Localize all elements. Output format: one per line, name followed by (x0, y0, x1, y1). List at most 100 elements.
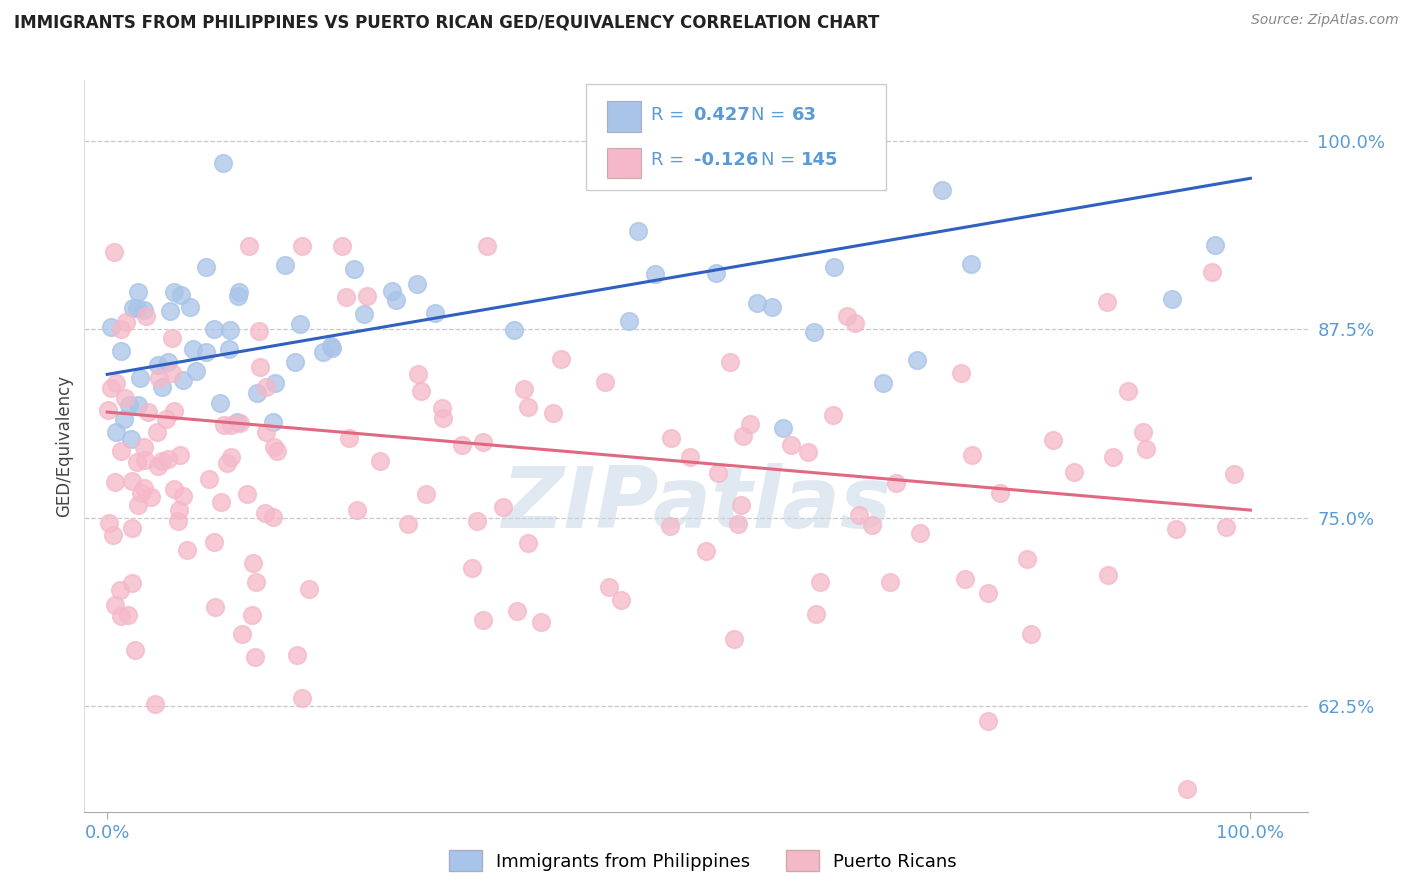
Point (337, 431, 360, 445)
Point (772, 421, 794, 435)
FancyBboxPatch shape (586, 84, 886, 190)
Point (179, 300, 201, 314)
Point (879, 575, 901, 590)
Point (176, 542, 198, 557)
Point (529, 615, 551, 629)
Point (245, 575, 267, 590)
Point (103, 528, 125, 542)
Point (198, 472, 221, 486)
Point (1132, 425, 1154, 439)
Point (541, 406, 564, 420)
Point (152, 380, 174, 394)
Point (977, 714, 1000, 729)
Point (160, 366, 183, 380)
Text: IMMIGRANTS FROM PHILIPPINES VS PUERTO RICAN GED/EQUIVALENCY CORRELATION CHART: IMMIGRANTS FROM PHILIPPINES VS PUERTO RI… (14, 13, 879, 31)
Point (104, 598, 127, 612)
Point (1164, 523, 1187, 537)
Point (129, 486, 152, 500)
Point (183, 342, 205, 356)
Point (211, 156, 233, 170)
Point (138, 405, 160, 419)
Point (617, 314, 640, 328)
Point (97, 403, 120, 417)
Point (335, 290, 357, 304)
Point (988, 486, 1011, 500)
Point (396, 517, 419, 532)
Text: 0.427: 0.427 (693, 106, 751, 124)
Point (727, 517, 749, 532)
Text: 145: 145 (801, 151, 838, 169)
Point (266, 443, 288, 458)
Point (194, 260, 217, 274)
Point (291, 691, 314, 706)
Point (212, 418, 235, 433)
Point (516, 401, 538, 415)
Point (905, 352, 928, 367)
Point (506, 604, 529, 618)
Point (718, 355, 741, 369)
Point (884, 476, 907, 491)
Point (1201, 265, 1223, 279)
Point (745, 295, 768, 310)
Text: ZIPatlas: ZIPatlas (501, 463, 891, 546)
Point (1223, 467, 1246, 481)
Point (1116, 384, 1139, 399)
Point (228, 288, 250, 302)
Point (1204, 237, 1226, 252)
Point (730, 498, 752, 512)
Point (127, 285, 149, 299)
Point (146, 358, 169, 372)
Point (235, 487, 257, 501)
Point (121, 521, 143, 535)
Point (262, 415, 284, 429)
Point (704, 266, 727, 280)
Point (150, 454, 173, 468)
Point (163, 404, 186, 418)
Text: N =: N = (761, 151, 801, 169)
Point (707, 466, 730, 480)
Point (121, 475, 143, 489)
Point (127, 301, 149, 315)
Point (492, 500, 515, 514)
Point (298, 582, 321, 596)
Point (1042, 433, 1064, 447)
Point (110, 443, 132, 458)
Point (723, 632, 745, 646)
Point (808, 575, 831, 590)
Point (368, 453, 391, 467)
Point (100, 320, 122, 334)
Point (738, 417, 761, 431)
FancyBboxPatch shape (606, 148, 641, 178)
Point (225, 415, 247, 429)
Point (163, 285, 186, 299)
Point (125, 455, 148, 469)
Point (931, 183, 953, 197)
Point (98, 516, 121, 530)
Point (761, 300, 783, 314)
Point (609, 593, 631, 607)
Point (406, 368, 429, 382)
Point (143, 697, 166, 711)
Point (330, 239, 353, 253)
Point (254, 506, 277, 520)
Point (321, 341, 343, 355)
Point (242, 556, 264, 570)
Point (103, 244, 125, 259)
Point (121, 301, 143, 315)
Point (804, 607, 827, 621)
Point (844, 317, 866, 331)
Point (319, 339, 342, 353)
Point (134, 453, 156, 467)
Point (245, 650, 267, 665)
Point (1175, 782, 1198, 797)
Point (695, 544, 717, 558)
Point (423, 306, 446, 320)
Point (169, 448, 191, 462)
Point (835, 309, 858, 323)
Point (127, 398, 149, 412)
Point (1135, 442, 1157, 457)
Point (550, 351, 572, 366)
Point (381, 284, 404, 298)
Point (112, 412, 135, 426)
Point (872, 376, 894, 390)
